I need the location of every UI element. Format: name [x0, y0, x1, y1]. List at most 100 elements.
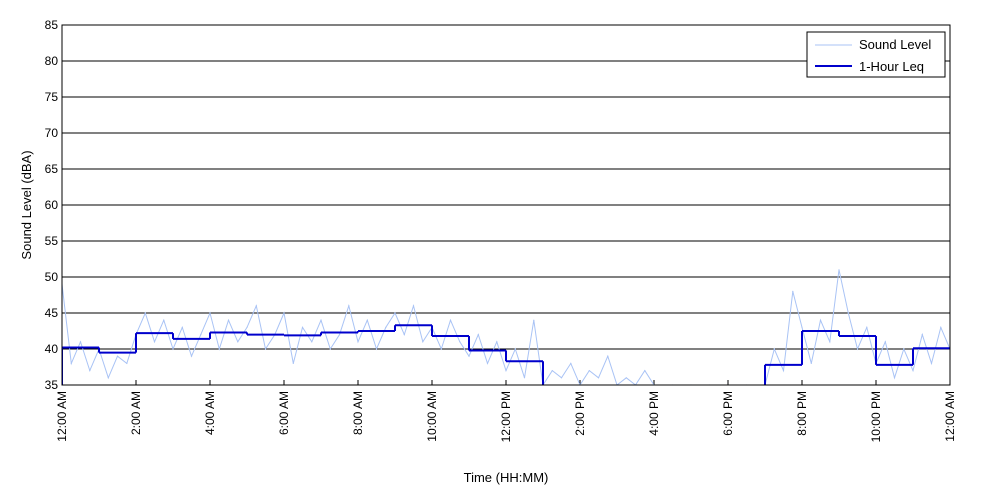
data-point-sound-level — [200, 334, 202, 336]
data-point-sound-level — [301, 326, 304, 328]
data-point-sound-level — [912, 370, 914, 372]
data-point-sound-level — [283, 312, 285, 314]
legend-label-sound-level: Sound Level — [859, 37, 931, 52]
x-tick-label-8: 4:00 PM — [647, 391, 661, 436]
legend: Sound Level 1-Hour Leq — [806, 31, 946, 78]
data-point-sound-level — [486, 362, 489, 364]
data-point-sound-level — [292, 362, 294, 364]
x-tick-label-12: 12:00 AM — [943, 391, 957, 442]
data-point-sound-level — [190, 355, 193, 357]
data-point-sound-level — [792, 290, 794, 292]
y-tick-label-60: 60 — [45, 198, 59, 212]
y-tick-label-35: 35 — [45, 378, 59, 392]
data-point-sound-level — [107, 377, 109, 379]
data-point-sound-level — [218, 348, 220, 350]
data-point-sound-level — [237, 341, 239, 343]
data-point-sound-level — [838, 269, 840, 271]
data-point-sound-level — [79, 341, 82, 343]
data-point-sound-level — [884, 341, 886, 343]
data-point-sound-level — [348, 305, 350, 307]
data-point-sound-level — [893, 377, 896, 379]
plot-frame — [61, 24, 951, 386]
data-point-sound-level — [375, 348, 378, 350]
data-point-sound-level — [357, 341, 359, 343]
data-point-sound-level — [496, 341, 498, 343]
data-point-sound-level — [588, 370, 590, 372]
data-point-sound-level — [412, 305, 415, 307]
data-point-sound-level — [597, 377, 600, 379]
data-point-sound-level — [829, 341, 831, 343]
legend-box — [806, 31, 946, 78]
legend-label-1-hour-leq: 1-Hour Leq — [859, 59, 924, 74]
data-point-sound-level — [320, 319, 322, 321]
y-tick-label-80: 80 — [45, 54, 59, 68]
data-point-sound-level — [403, 334, 405, 336]
x-tick-label-1: 2:00 AM — [129, 391, 143, 435]
data-point-sound-level — [644, 370, 646, 372]
data-point-sound-level — [625, 377, 627, 379]
data-point-sound-level — [264, 348, 267, 350]
x-tick-label-0: 12:00 AM — [55, 391, 69, 442]
x-axis-title: Time (HH:MM) — [464, 470, 549, 485]
data-point-sound-level — [255, 305, 257, 307]
data-point-sound-level — [782, 370, 785, 372]
data-point-sound-level — [153, 341, 156, 343]
y-axis-ticks: 35 40 45 50 55 60 65 70 75 80 85 — [45, 18, 59, 392]
y-tick-label-40: 40 — [45, 342, 59, 356]
x-tick-label-11: 10:00 PM — [869, 391, 883, 442]
data-point-sound-level — [930, 362, 933, 364]
data-point-sound-level — [856, 348, 859, 350]
data-point-sound-level — [921, 334, 923, 336]
data-point-sound-level — [940, 326, 942, 328]
y-tick-label-65: 65 — [45, 162, 59, 176]
x-tick-label-9: 6:00 PM — [721, 391, 735, 436]
data-point-sound-level — [773, 348, 775, 350]
y-tick-label-55: 55 — [45, 234, 59, 248]
data-point-sound-level — [311, 341, 313, 343]
y-tick-label-50: 50 — [45, 270, 59, 284]
data-point-sound-level — [801, 326, 803, 328]
x-tick-label-5: 10:00 AM — [425, 391, 439, 442]
data-point-sound-level — [505, 370, 507, 372]
data-point-sound-level — [847, 312, 849, 314]
data-point-sound-level — [246, 326, 248, 328]
data-point-sound-level — [394, 312, 396, 314]
data-point-sound-level — [551, 370, 553, 372]
data-point-sound-level — [227, 319, 230, 321]
data-point-sound-level — [449, 319, 452, 321]
x-tick-label-2: 4:00 AM — [203, 391, 217, 435]
x-axis-ticks: 12:00 AM 2:00 AM 4:00 AM 6:00 AM 8:00 AM 10:0… — [55, 380, 957, 442]
data-point-sound-level — [810, 362, 812, 364]
data-point-sound-level — [209, 312, 211, 314]
data-point-sound-level — [329, 348, 331, 350]
data-point-sound-level — [163, 319, 165, 321]
x-tick-label-10: 8:00 PM — [795, 391, 809, 436]
y-tick-label-70: 70 — [45, 126, 59, 140]
data-point-sound-level — [70, 362, 72, 364]
data-point-sound-level — [172, 348, 174, 350]
data-point-sound-level — [560, 377, 563, 379]
data-point-sound-level — [422, 341, 424, 343]
data-point-sound-level — [440, 348, 442, 350]
data-point-sound-level — [459, 341, 461, 343]
data-point-sound-level — [523, 377, 526, 379]
data-series — [62, 269, 950, 385]
data-point-sound-level — [468, 355, 470, 357]
data-point-sound-level — [144, 312, 146, 314]
data-point-sound-level — [533, 319, 535, 321]
data-point-sound-level — [903, 348, 905, 350]
data-point-sound-level — [819, 319, 822, 321]
data-point-sound-level — [514, 348, 516, 350]
y-axis-title: Sound Level (dBA) — [19, 150, 34, 259]
x-tick-label-6: 12:00 PM — [499, 391, 513, 442]
data-point-sound-level — [570, 362, 572, 364]
x-tick-label-7: 2:00 PM — [573, 391, 587, 436]
data-point-sound-level — [126, 362, 128, 364]
data-point-sound-level — [181, 326, 183, 328]
y-tick-label-75: 75 — [45, 90, 59, 104]
data-point-sound-level — [89, 370, 91, 372]
y-tick-label-45: 45 — [45, 306, 59, 320]
data-point-sound-level — [385, 326, 387, 328]
